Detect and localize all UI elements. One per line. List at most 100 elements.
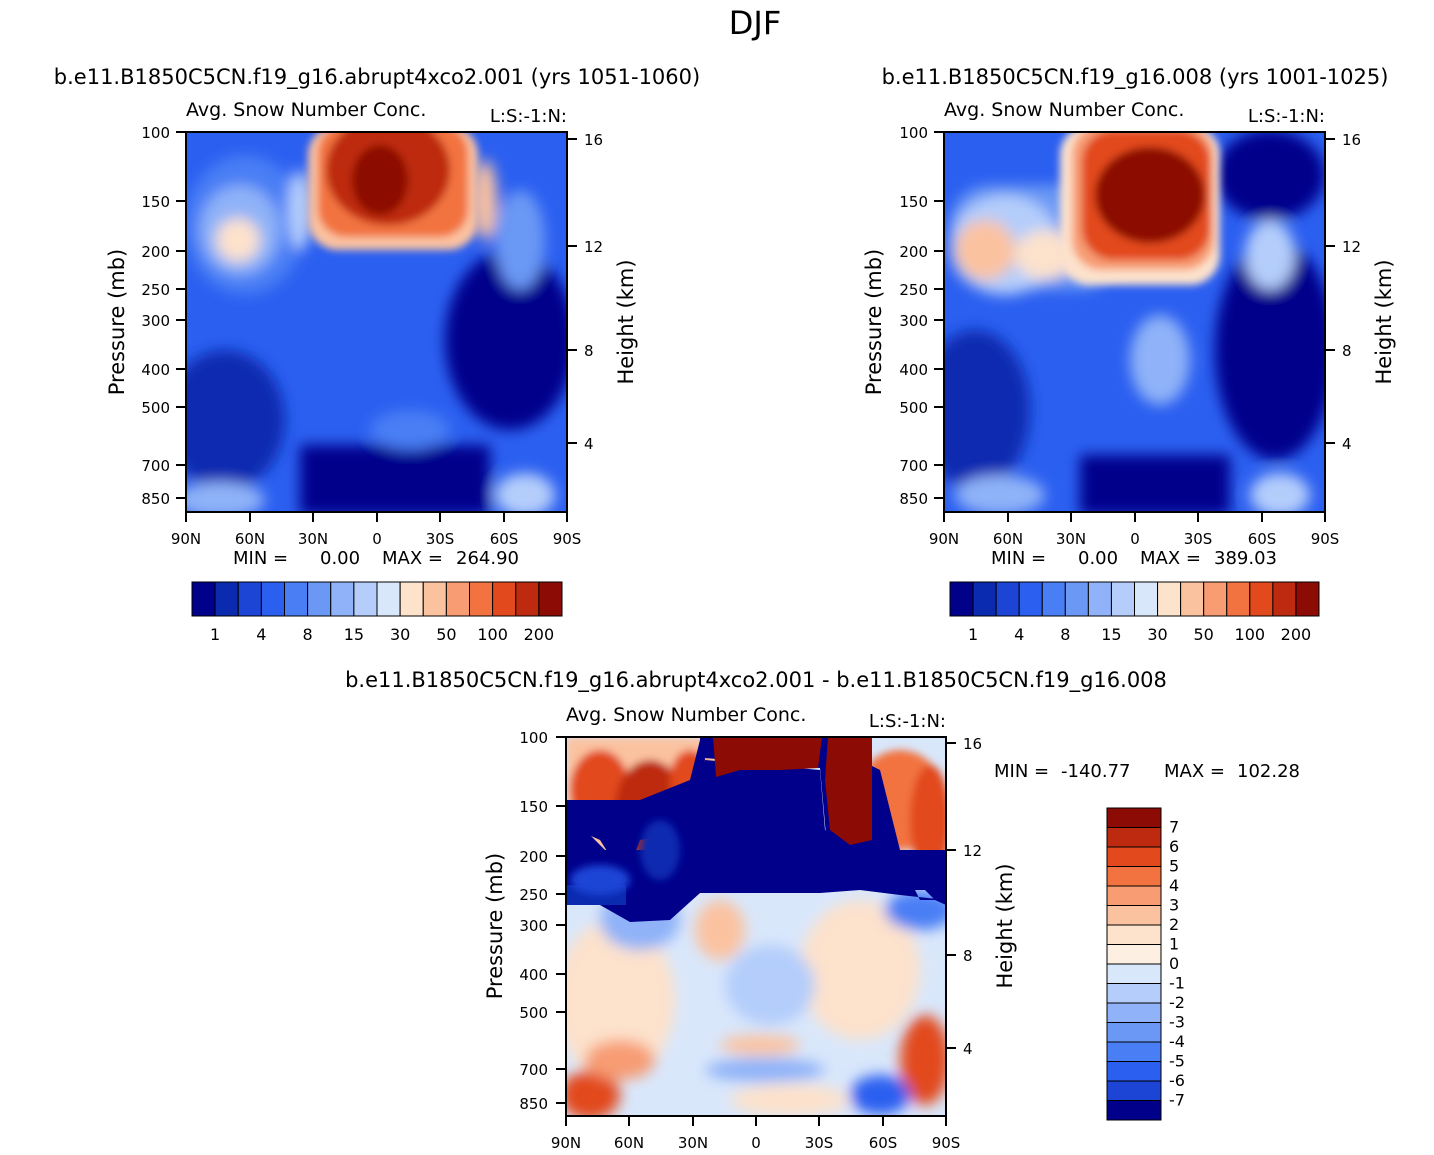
svg-text:90N: 90N	[551, 1134, 581, 1152]
svg-text:MIN =: MIN =	[233, 548, 288, 569]
y-axis-right: 16 12 8 4	[1325, 131, 1361, 453]
y-axis-left: 100 150 200 250 300 400 500 700 850	[519, 729, 566, 1113]
svg-text:4: 4	[963, 1040, 973, 1058]
colorbar-box	[1106, 1100, 1162, 1121]
colorbar-box	[1106, 1041, 1162, 1062]
colorbar-label: 1	[968, 625, 978, 644]
colorbar-label: -6	[1169, 1071, 1185, 1090]
svg-text:0: 0	[372, 530, 382, 548]
colorbar-box	[995, 581, 1020, 617]
panel-right-string: L:S:-1:N:	[490, 106, 567, 127]
colorbar-box	[376, 581, 401, 617]
svg-text:12: 12	[584, 238, 603, 256]
svg-text:90N: 90N	[171, 530, 201, 548]
panel-title: Avg. Snow Number Conc.	[944, 99, 1184, 121]
svg-text:0: 0	[1130, 530, 1140, 548]
colorbar-box	[1018, 581, 1043, 617]
y-axis-left: 100 150 200 250 300 400 500 700 850	[899, 124, 944, 508]
stats-line: MIN = 0.00 MAX = 389.03	[991, 548, 1277, 569]
colorbar-box	[422, 581, 447, 617]
colorbar-box	[1087, 581, 1112, 617]
colorbar-label: 8	[303, 625, 313, 644]
svg-text:400: 400	[519, 966, 548, 984]
colorbar-label: 5	[1169, 857, 1179, 876]
colorbar-box	[330, 581, 355, 617]
svg-text:400: 400	[141, 361, 170, 379]
colorbar-label: 100	[477, 625, 508, 644]
colorbar-box	[1157, 581, 1182, 617]
colorbar-box	[353, 581, 378, 617]
svg-text:4: 4	[584, 435, 594, 453]
colorbar-box	[515, 581, 540, 617]
colorbar-box	[1226, 581, 1251, 617]
colorbar-box	[445, 581, 470, 617]
panel-title: Avg. Snow Number Conc.	[566, 704, 806, 726]
page-title: DJF	[729, 4, 781, 42]
colorbar-label: 4	[1169, 876, 1179, 895]
svg-text:30S: 30S	[805, 1134, 834, 1152]
colorbar-box	[214, 581, 239, 617]
field-plot	[944, 132, 1325, 512]
svg-text:100: 100	[519, 729, 548, 747]
y-axis-label-right: Height (km)	[1372, 259, 1396, 384]
panel-right-string: L:S:-1:N:	[1248, 106, 1325, 127]
colorbar-box	[1106, 866, 1162, 887]
x-axis: 90N 60N 30N 0 30S 60S 90S	[551, 1116, 960, 1152]
svg-text:12: 12	[963, 842, 982, 860]
colorbar-box	[1106, 963, 1162, 984]
panel-difference: b.e11.B1850C5CN.f19_g16.abrupt4xco2.001 …	[345, 668, 1300, 1152]
colorbar-box	[469, 581, 494, 617]
svg-text:389.03: 389.03	[1214, 548, 1277, 569]
colorbar-box	[1272, 581, 1297, 617]
colorbar-box	[307, 581, 332, 617]
svg-text:60S: 60S	[490, 530, 519, 548]
svg-text:700: 700	[899, 457, 928, 475]
colorbar-box	[492, 581, 517, 617]
colorbar-box	[1203, 581, 1228, 617]
svg-text:200: 200	[519, 848, 548, 866]
svg-text:500: 500	[519, 1004, 548, 1022]
svg-text:850: 850	[519, 1095, 548, 1113]
svg-text:90N: 90N	[929, 530, 959, 548]
panel-control: b.e11.B1850C5CN.f19_g16.008 (yrs 1001-10…	[862, 65, 1396, 644]
colorbar-box	[1106, 905, 1162, 926]
svg-text:90S: 90S	[932, 1134, 961, 1152]
colorbar-box	[538, 581, 563, 617]
colorbar-box	[1106, 924, 1162, 945]
colorbar-box	[1064, 581, 1089, 617]
colorbar: 1 4 8 15 30 50 100 200	[949, 581, 1320, 644]
colorbar-label: 8	[1060, 625, 1070, 644]
colorbar-label: 30	[1147, 625, 1167, 644]
colorbar-box	[1106, 1022, 1162, 1043]
svg-text:60N: 60N	[235, 530, 265, 548]
svg-text:30N: 30N	[298, 530, 328, 548]
colorbar-label: 3	[1169, 896, 1179, 915]
y-axis-label: Pressure (mb)	[862, 249, 886, 396]
y-axis-left: 100 150 200 250 300 400 500 700 850	[141, 124, 186, 508]
colorbar-box	[284, 581, 309, 617]
svg-text:60N: 60N	[993, 530, 1023, 548]
svg-text:30S: 30S	[426, 530, 455, 548]
colorbar-label: -5	[1169, 1052, 1185, 1071]
stats-line: MIN = -140.77 MAX = 102.28	[994, 761, 1300, 782]
svg-text:MAX =: MAX =	[1164, 761, 1225, 782]
colorbar-box	[191, 581, 216, 617]
svg-text:700: 700	[519, 1061, 548, 1079]
case-title: b.e11.B1850C5CN.f19_g16.008 (yrs 1001-10…	[882, 65, 1389, 90]
svg-text:150: 150	[899, 193, 928, 211]
colorbar-box	[1106, 1002, 1162, 1023]
svg-text:250: 250	[519, 886, 548, 904]
svg-text:102.28: 102.28	[1237, 761, 1300, 782]
colorbar-box	[1134, 581, 1159, 617]
svg-text:150: 150	[519, 798, 548, 816]
svg-text:200: 200	[141, 243, 170, 261]
panel-title: Avg. Snow Number Conc.	[186, 99, 426, 121]
colorbar-box	[1106, 983, 1162, 1004]
colorbar-box	[1106, 1080, 1162, 1101]
svg-text:16: 16	[963, 735, 982, 753]
y-axis-label: Pressure (mb)	[105, 249, 129, 396]
colorbar-label: 2	[1169, 915, 1179, 934]
stats-line: MIN = 0.00 MAX = 264.90	[233, 548, 519, 569]
colorbar-label: 6	[1169, 837, 1179, 856]
colorbar-label: 15	[1101, 625, 1121, 644]
